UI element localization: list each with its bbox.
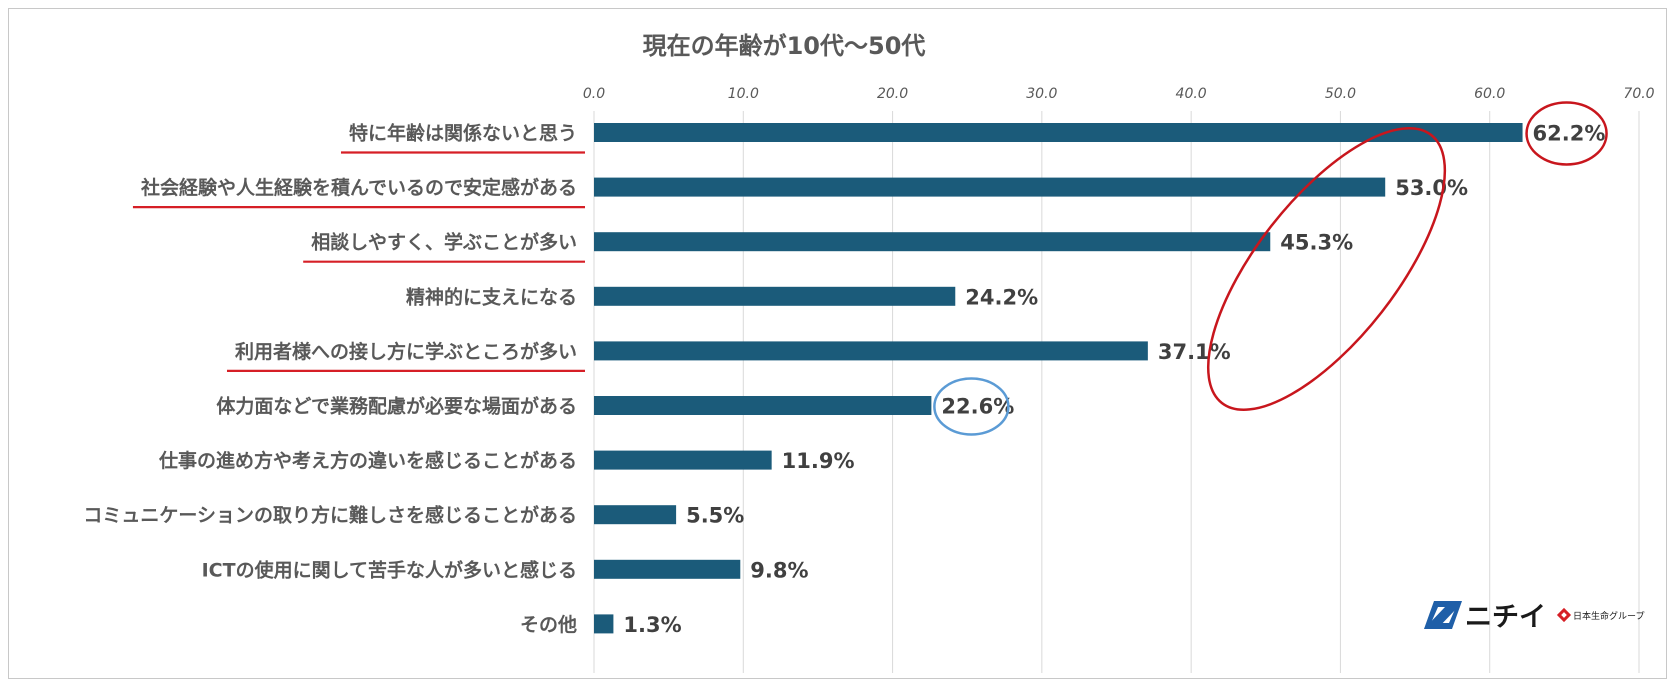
bar-chart: 現在の年齢が10代～50代 0.0 10.0 20.0 30.0 40.0 50.0 60.… — [83, 32, 1655, 673]
data-label: 9.8% — [750, 558, 808, 582]
data-label: 5.5% — [686, 504, 744, 528]
annotations — [933, 101, 1608, 436]
nissay-seal-icon — [1556, 607, 1572, 623]
grid-lines — [593, 111, 1640, 673]
category-label: 相談しやすく、学ぶことが多い — [311, 231, 577, 254]
category-label: 特に年齢は関係ないと思う — [349, 122, 577, 145]
x-tick-label: 0.0 — [583, 86, 605, 102]
x-axis-ticks: 0.0 10.0 20.0 30.0 40.0 50.0 60.0 70.0 — [583, 86, 1655, 102]
bar — [594, 123, 1523, 142]
category-labels: 特に年齢は関係ないと思う社会経験や人生経験を積んでいるので安定感がある相談しやす… — [83, 122, 585, 636]
bar — [594, 286, 956, 306]
category-label: その他 — [520, 613, 577, 636]
x-tick-label: 50.0 — [1325, 86, 1356, 102]
category-label: 利用者様への接し方に学ぶところが多い — [235, 340, 577, 363]
bar — [594, 559, 741, 579]
chart-title: 現在の年齢が10代～50代 — [643, 32, 926, 60]
data-label: 37.1% — [1158, 340, 1231, 364]
data-label: 24.2% — [965, 285, 1038, 309]
category-label: 社会経験や人生経験を積んでいるので安定感がある — [140, 176, 577, 199]
bar — [594, 177, 1386, 197]
x-tick-label: 20.0 — [877, 86, 908, 102]
blue-circle-highlight — [933, 377, 1010, 436]
bar — [594, 396, 932, 415]
red-circle-highlight — [1525, 101, 1608, 166]
logo-text: ニチイ — [1465, 602, 1546, 633]
bar — [594, 232, 1271, 252]
data-label: 1.3% — [623, 613, 681, 637]
bar — [594, 341, 1148, 361]
data-label: 62.2% — [1533, 122, 1606, 146]
category-label: 精神的に支えになる — [406, 285, 577, 308]
data-label: 11.9% — [782, 449, 855, 473]
data-label: 45.3% — [1280, 231, 1353, 255]
logo-subtext: 日本生命グループ — [1573, 610, 1644, 622]
category-label: コミュニケーションの取り方に難しさを感じることがある — [83, 504, 577, 527]
data-labels: 62.2% 53.0% 45.3% 24.2% 37.1% 22.6% 11.9% 5.5% 9… — [623, 122, 1605, 637]
nichii-logo: ニチイ 日本生命グループ — [1424, 601, 1644, 633]
x-tick-label: 40.0 — [1176, 86, 1207, 102]
x-tick-label: 30.0 — [1026, 86, 1057, 102]
category-label: 体力面などで業務配慮が必要な場面がある — [216, 395, 577, 418]
category-label: ICTの使用に関して苦手な人が多いと感じる — [202, 558, 577, 581]
bar — [594, 450, 772, 470]
chart-frame: 現在の年齢が10代～50代 0.0 10.0 20.0 30.0 40.0 50.0 60.… — [8, 8, 1667, 679]
bars — [594, 123, 1523, 634]
red-ellipse-highlight — [1206, 127, 1447, 411]
x-tick-label: 70.0 — [1623, 86, 1654, 102]
data-label: 22.6% — [941, 395, 1014, 419]
x-tick-label: 60.0 — [1474, 86, 1505, 102]
nichii-logo-mark-icon — [1424, 601, 1462, 629]
bar — [594, 505, 677, 525]
category-label: 仕事の進め方や考え方の違いを感じることがある — [158, 449, 577, 472]
x-tick-label: 10.0 — [728, 86, 759, 102]
data-label: 53.0% — [1395, 176, 1468, 200]
bar — [594, 614, 614, 634]
